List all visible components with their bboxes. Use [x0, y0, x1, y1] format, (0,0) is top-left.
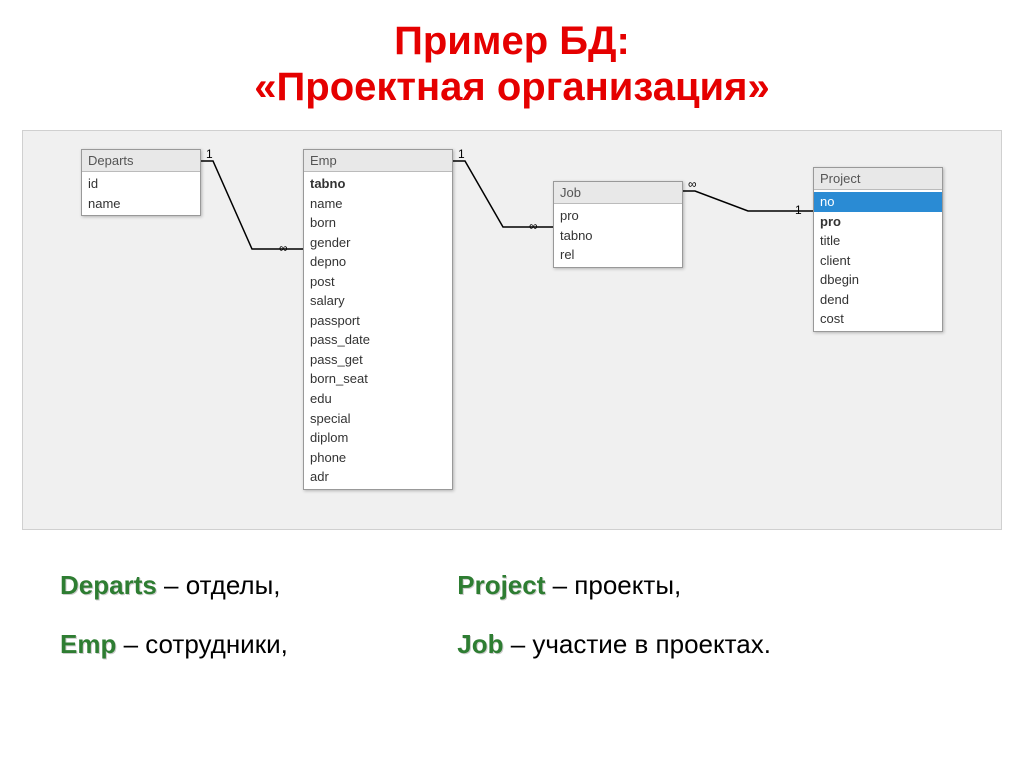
legend-desc: – участие в проектах. — [503, 629, 771, 659]
field-row[interactable]: pass_get — [304, 350, 452, 370]
field-row[interactable]: tabno — [304, 174, 452, 194]
relation-label: ∞ — [279, 241, 288, 255]
field-row[interactable]: diplom — [304, 428, 452, 448]
field-row[interactable]: salary — [304, 291, 452, 311]
title-line1: Пример БД: — [0, 18, 1024, 64]
table-header[interactable]: Departs — [82, 150, 200, 172]
field-row[interactable]: cost — [814, 309, 942, 329]
legend-desc: – проекты, — [545, 570, 681, 600]
legend-desc: – сотрудники, — [116, 629, 287, 659]
table-body: noprotitleclientdbegindendcost — [814, 190, 942, 331]
legend-desc: – отделы, — [157, 570, 281, 600]
table-emp[interactable]: Emptabnonameborngenderdepnopostsalarypas… — [303, 149, 453, 490]
legend-key: Project — [457, 570, 545, 600]
table-body: protabnorel — [554, 204, 682, 267]
table-job[interactable]: Jobprotabnorel — [553, 181, 683, 268]
field-row[interactable]: tabno — [554, 226, 682, 246]
er-diagram: DepartsidnameEmptabnonameborngenderdepno… — [22, 130, 1002, 530]
field-row[interactable]: title — [814, 231, 942, 251]
field-row[interactable]: passport — [304, 311, 452, 331]
field-row[interactable]: dbegin — [814, 270, 942, 290]
field-row[interactable]: pro — [554, 206, 682, 226]
table-project[interactable]: Projectnoprotitleclientdbegindendcost — [813, 167, 943, 332]
field-row[interactable]: special — [304, 409, 452, 429]
field-row[interactable]: born — [304, 213, 452, 233]
legend-key: Job — [457, 629, 503, 659]
legend-key: Emp — [60, 629, 116, 659]
field-row[interactable]: post — [304, 272, 452, 292]
table-departs[interactable]: Departsidname — [81, 149, 201, 216]
table-header[interactable]: Job — [554, 182, 682, 204]
field-row[interactable]: edu — [304, 389, 452, 409]
relation-label: ∞ — [688, 177, 697, 191]
field-row[interactable]: client — [814, 251, 942, 271]
table-header[interactable]: Emp — [304, 150, 452, 172]
field-row[interactable]: born_seat — [304, 369, 452, 389]
field-row[interactable]: name — [304, 194, 452, 214]
table-body: idname — [82, 172, 200, 215]
relation-label: 1 — [206, 147, 213, 161]
field-row[interactable]: rel — [554, 245, 682, 265]
field-row[interactable]: depno — [304, 252, 452, 272]
field-row[interactable]: no — [814, 192, 942, 212]
field-row[interactable]: dend — [814, 290, 942, 310]
legend: Departs – отделы, Project – проекты, Emp… — [60, 570, 960, 688]
relation-label: 1 — [458, 147, 465, 161]
legend-key: Departs — [60, 570, 157, 600]
field-row[interactable]: phone — [304, 448, 452, 468]
title-line2: «Проектная организация» — [0, 64, 1024, 110]
field-row[interactable]: adr — [304, 467, 452, 487]
table-body: tabnonameborngenderdepnopostsalarypasspo… — [304, 172, 452, 489]
relation-label: ∞ — [529, 219, 538, 233]
field-row[interactable]: gender — [304, 233, 452, 253]
relation-label: 1 — [795, 203, 802, 217]
field-row[interactable]: name — [82, 194, 200, 214]
table-header[interactable]: Project — [814, 168, 942, 190]
field-row[interactable]: pro — [814, 212, 942, 232]
field-row[interactable]: id — [82, 174, 200, 194]
field-row[interactable]: pass_date — [304, 330, 452, 350]
page-title: Пример БД: «Проектная организация» — [0, 0, 1024, 110]
